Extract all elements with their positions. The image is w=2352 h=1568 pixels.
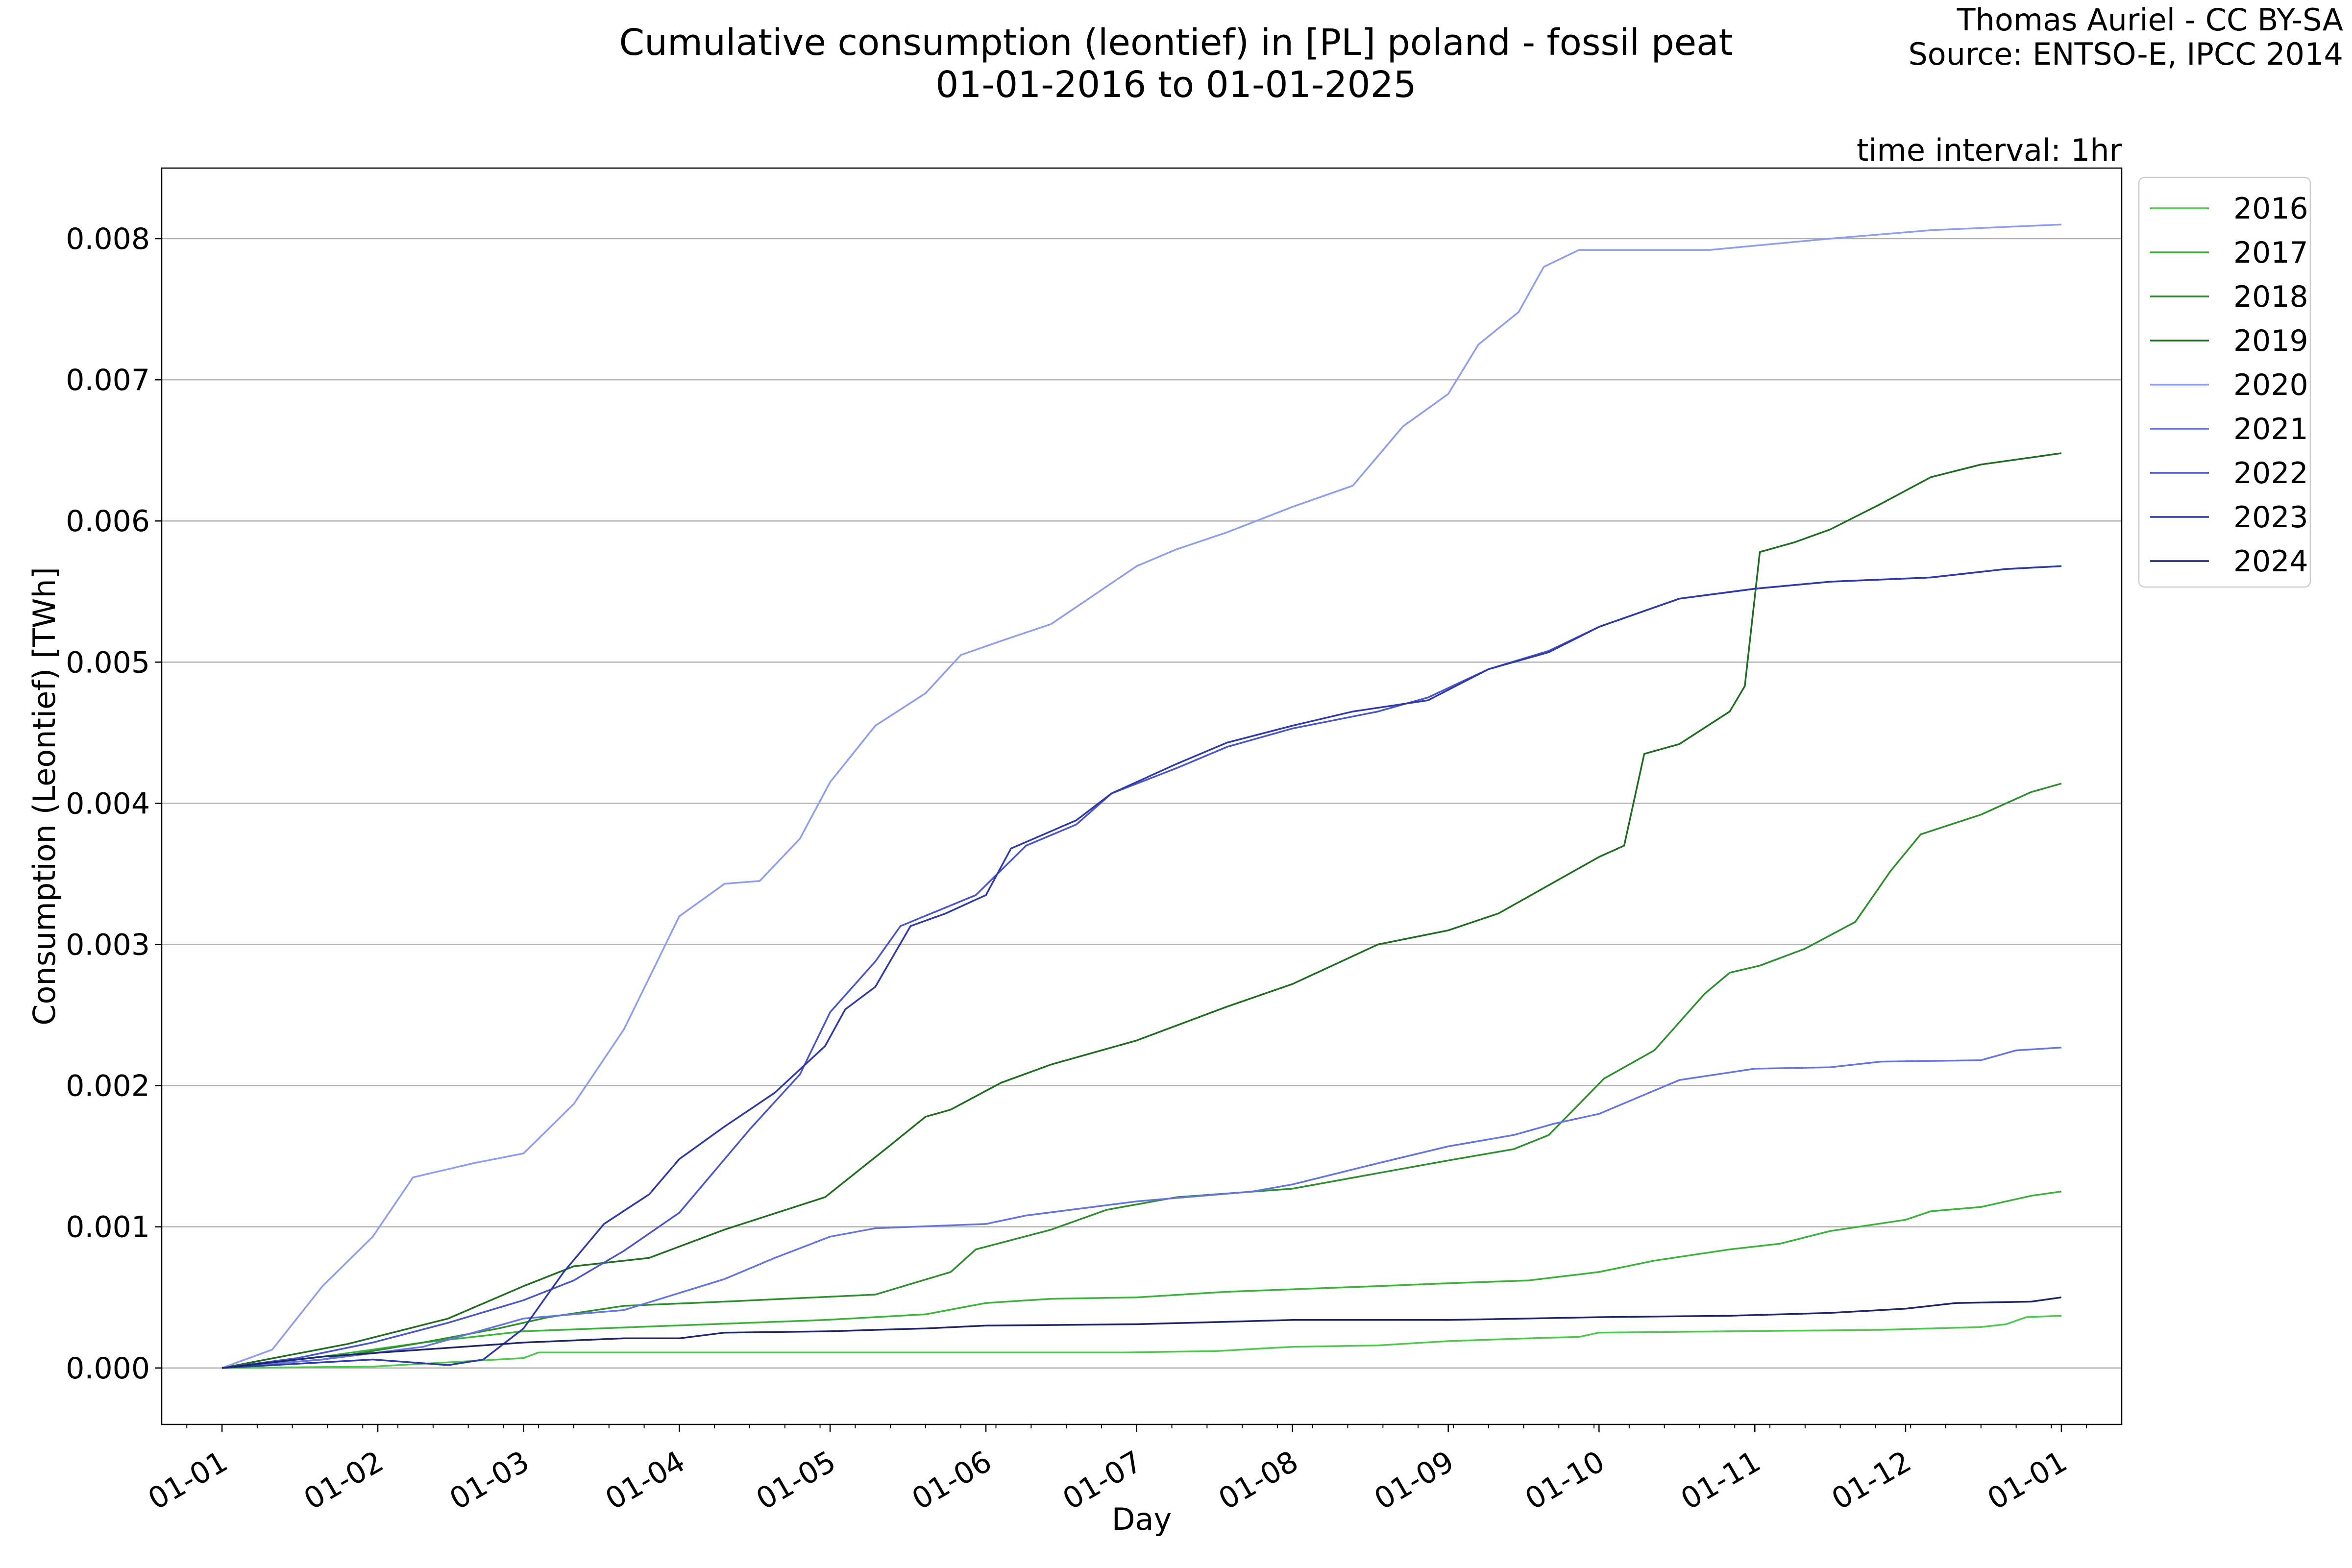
legend-label-2024: 2024 [2233, 544, 2308, 579]
series-line-2024 [221, 1296, 2062, 1369]
legend-label-2019: 2019 [2233, 324, 2308, 358]
legend-label-2021: 2021 [2233, 412, 2308, 446]
y-tick-label: 0.004 [66, 786, 150, 821]
y-tick-label: 0.005 [66, 645, 150, 680]
time-interval-note: time interval: 1hr [1857, 132, 2122, 168]
y-axis-ticks: 0.000 0.001 0.002 0.003 0.004 0.005 0.006 0.007… [66, 222, 162, 1386]
grid-lines [162, 238, 2122, 1369]
y-axis-label: Consumption (Leontief) [TWh] [26, 567, 62, 1026]
credit-author: Thomas Auriel - CC BY-SA [1957, 2, 2343, 38]
legend: 2016 2017 2018 2019 2020 2021 2022 2023 2024 [2138, 176, 2311, 588]
y-tick-label: 0.003 [66, 928, 150, 962]
chart-subtitle: 01-01-2016 to 01-01-2025 [935, 64, 1416, 106]
series-line-2016 [222, 1315, 2061, 1369]
x-axis-label: Day [1112, 1501, 1172, 1537]
plot-frame [161, 167, 2123, 1425]
series-line-2018 [221, 783, 2062, 1369]
y-tick-label: 0.002 [66, 1069, 150, 1103]
legend-label-2020: 2020 [2233, 368, 2308, 402]
series-line-2021 [221, 1047, 2062, 1369]
series-line-2019 [221, 452, 2062, 1369]
series-line-2017 [221, 1190, 2062, 1369]
chart-title: Cumulative consumption (leontief) in [PL… [619, 22, 1733, 64]
legend-label-2017: 2017 [2233, 236, 2308, 270]
y-tick-label: 0.006 [66, 504, 150, 539]
credit-source: Source: ENTSO-E, IPCC 2014 [1908, 36, 2343, 72]
legend-label-2016: 2016 [2233, 192, 2308, 226]
legend-label-2022: 2022 [2233, 456, 2308, 490]
y-tick-label: 0.001 [66, 1210, 150, 1245]
plot-lines [221, 223, 2062, 1369]
legend-box [2138, 176, 2311, 588]
y-tick-label: 0.008 [66, 222, 150, 256]
legend-label-2018: 2018 [2233, 280, 2308, 314]
y-tick-label: 0.007 [66, 363, 150, 397]
series-line-2023 [222, 565, 2061, 1369]
legend-label-2023: 2023 [2233, 500, 2308, 535]
y-tick-label: 0.000 [66, 1351, 150, 1386]
series-line-2020 [221, 223, 2061, 1369]
